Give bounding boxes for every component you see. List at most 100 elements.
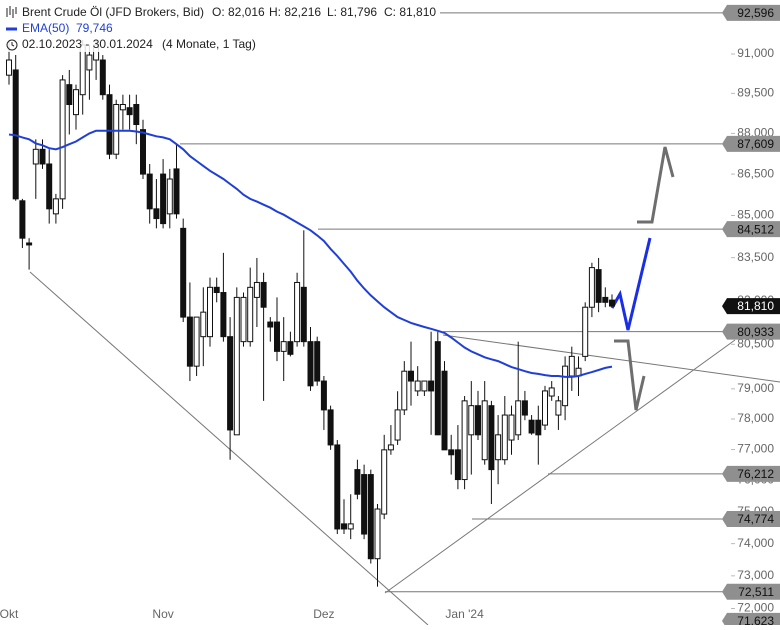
candle-body bbox=[609, 299, 615, 307]
candle-body bbox=[555, 400, 562, 416]
candle-body bbox=[401, 370, 408, 411]
candle-body bbox=[200, 311, 207, 338]
y-tick-label: 85,000 bbox=[737, 208, 774, 222]
ohlc-open: O: 82,016 bbox=[212, 5, 265, 19]
candle-body bbox=[79, 44, 86, 96]
candle-body bbox=[6, 59, 12, 76]
candle-body bbox=[341, 523, 347, 530]
y-tick-label: 74,000 bbox=[737, 536, 774, 550]
candle-body bbox=[193, 316, 200, 367]
candle-body bbox=[588, 267, 595, 308]
candle-body bbox=[508, 414, 515, 441]
candle-body bbox=[73, 89, 79, 116]
level-label-box bbox=[722, 4, 780, 21]
level-label: 71,623 bbox=[737, 614, 774, 625]
level-label-box bbox=[722, 510, 780, 527]
last-price-label: 81,810 bbox=[737, 299, 774, 313]
candle-body bbox=[59, 79, 66, 200]
candle-body bbox=[113, 104, 120, 155]
level-label: 76,212 bbox=[737, 467, 774, 481]
candle-body bbox=[535, 419, 542, 436]
header: Brent Crude Öl (JFD Brokers, Bid) O: 82,… bbox=[0, 2, 436, 52]
candle-body bbox=[46, 163, 53, 210]
candle-body bbox=[367, 474, 374, 560]
candle-body bbox=[468, 405, 475, 436]
candle-body bbox=[146, 173, 153, 210]
candle-body bbox=[334, 444, 341, 530]
candle-body bbox=[153, 208, 160, 220]
header-bg bbox=[0, 2, 436, 52]
candle-body bbox=[314, 341, 321, 382]
ema-legend: EMA(50) bbox=[22, 21, 69, 35]
ohlc-high: H: 82,216 bbox=[269, 5, 321, 19]
candle-body bbox=[267, 321, 274, 328]
y-tick-label: 86,500 bbox=[737, 166, 774, 180]
y-tick-label: 79,000 bbox=[737, 381, 774, 395]
y-tick-label: 83,500 bbox=[737, 250, 774, 264]
trendline bbox=[29, 271, 429, 626]
x-tick-label: Okt bbox=[0, 607, 19, 621]
candle-body bbox=[387, 444, 394, 451]
candle-body bbox=[294, 281, 301, 343]
candle-body bbox=[428, 380, 435, 392]
ohlc-close: C: 81,810 bbox=[384, 5, 436, 19]
candle-body bbox=[374, 508, 381, 560]
candle-body bbox=[86, 54, 93, 71]
x-tick-label: Nov bbox=[152, 607, 173, 621]
candle-body bbox=[233, 296, 240, 436]
candle-body bbox=[568, 355, 575, 377]
candle-body bbox=[361, 474, 368, 535]
candle-body bbox=[542, 390, 548, 426]
candle-body bbox=[495, 434, 502, 461]
candle-body bbox=[119, 104, 126, 111]
title: Brent Crude Öl (JFD Brokers, Bid) bbox=[22, 5, 204, 19]
candle-body bbox=[26, 242, 33, 246]
y-tick-label: 80,500 bbox=[737, 336, 774, 350]
y-tick-label: 78,000 bbox=[737, 411, 774, 425]
candle-body bbox=[99, 59, 106, 96]
candle-body bbox=[488, 405, 495, 471]
candle-body bbox=[166, 178, 173, 215]
candle-body bbox=[327, 409, 334, 446]
candle-body bbox=[280, 341, 287, 352]
candle-body bbox=[307, 341, 314, 387]
level-label-box bbox=[722, 221, 780, 238]
candle-body bbox=[434, 341, 441, 436]
y-tick-label: 89,500 bbox=[737, 86, 774, 100]
trendline bbox=[384, 339, 736, 594]
projection-down bbox=[614, 339, 646, 411]
ema-line bbox=[8, 129, 613, 378]
trendlines bbox=[29, 271, 780, 626]
level-label: 80,933 bbox=[737, 325, 774, 339]
candle-body bbox=[247, 286, 254, 343]
level-label: 92,596 bbox=[737, 6, 774, 20]
candle-body bbox=[394, 409, 401, 441]
ema-value: 79,746 bbox=[76, 21, 113, 35]
candle-body bbox=[562, 365, 569, 407]
candle-body bbox=[595, 269, 602, 303]
projection-up bbox=[637, 146, 675, 224]
candle-body bbox=[227, 336, 234, 431]
candle-body bbox=[454, 449, 461, 481]
candle-body bbox=[180, 227, 187, 318]
candle-body bbox=[186, 316, 193, 367]
last-price-label-box bbox=[722, 298, 780, 315]
candle-body bbox=[240, 296, 247, 343]
level-label-box bbox=[722, 465, 780, 482]
candle-body bbox=[19, 200, 26, 239]
candle-body bbox=[548, 387, 555, 397]
candle-body bbox=[126, 107, 133, 116]
level-label: 74,774 bbox=[737, 512, 774, 526]
level-label-box bbox=[722, 583, 780, 600]
chart-icon bbox=[6, 6, 17, 18]
trendline bbox=[442, 334, 780, 383]
ohlc-low: L: 81,796 bbox=[327, 5, 377, 19]
candle-body bbox=[260, 281, 267, 308]
candle-body bbox=[602, 296, 609, 303]
y-tick-label: 73,000 bbox=[737, 568, 774, 582]
date-range: 02.10.2023 - 30.01.2024 bbox=[22, 37, 153, 51]
y-tick-label: 72,000 bbox=[737, 601, 774, 615]
candle-body bbox=[274, 321, 280, 352]
clock-hands bbox=[11, 42, 15, 47]
